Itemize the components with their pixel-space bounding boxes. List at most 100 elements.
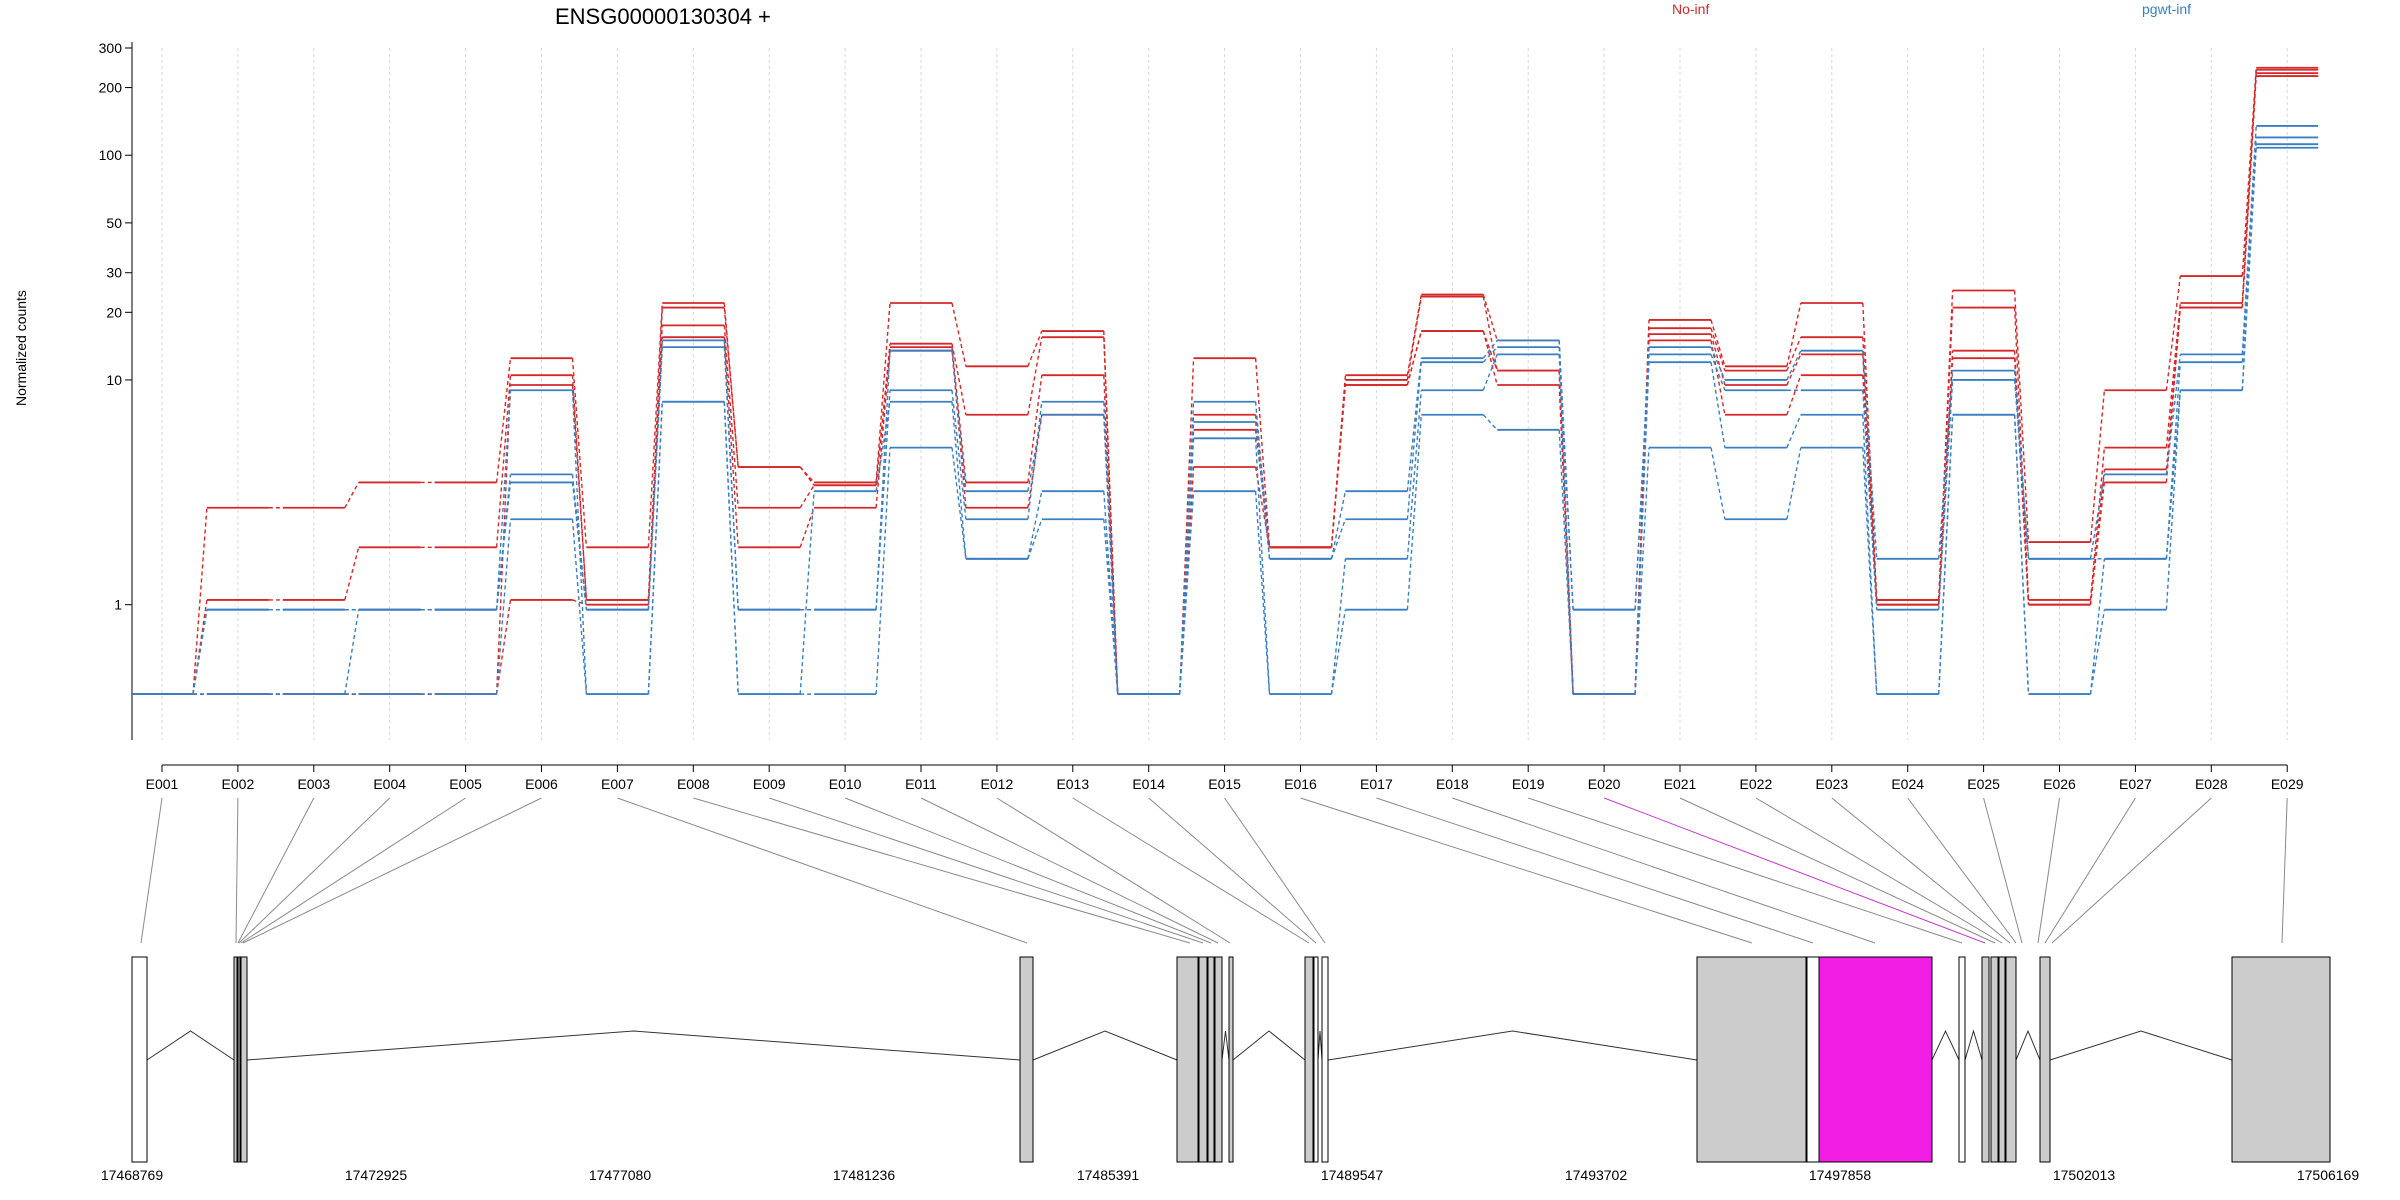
transition-e009 — [799, 466, 815, 486]
transition-e006 — [571, 384, 588, 600]
connector-e011 — [920, 797, 1219, 944]
intron-22 — [2049, 1030, 2233, 1061]
transition-e026 — [2089, 390, 2106, 543]
exon-block-4 — [240, 956, 248, 1163]
transition-e016 — [1330, 384, 1347, 548]
x-tick-label-e026: E026 — [2043, 776, 2076, 792]
exon-block-12 — [1313, 956, 1319, 1163]
transition-e017 — [1406, 414, 1422, 610]
series-7-pgwt-inf — [131, 143, 2319, 696]
series-8-pgwt-inf — [131, 146, 2319, 696]
transition-e013 — [1103, 519, 1119, 695]
x-tick-label-e008: E008 — [677, 776, 710, 792]
y-tick-label-100: 100 — [99, 147, 123, 163]
y-tick-label-300: 300 — [99, 40, 123, 56]
transition-e011 — [951, 347, 967, 483]
transition-e024 — [1938, 379, 1954, 610]
exon-block-22 — [2039, 956, 2051, 1163]
transition-e010 — [875, 390, 891, 610]
genomic-tick-label-9: 17502013 — [2053, 1167, 2116, 1183]
transition-e022 — [1786, 302, 1802, 367]
exon-block-14 — [1696, 956, 1807, 1163]
transition-e007 — [647, 347, 663, 610]
exon-block-2 — [233, 956, 238, 1163]
transition-e016 — [1330, 558, 1347, 695]
transition-e011 — [951, 302, 967, 367]
transition-e011 — [951, 401, 967, 559]
gene-model — [131, 956, 2331, 1163]
transition-e011 — [951, 390, 967, 520]
x-tick-label-e012: E012 — [981, 776, 1014, 792]
transition-e005 — [495, 390, 512, 610]
connector-e004 — [238, 797, 391, 944]
transition-e025 — [2013, 358, 2030, 605]
transition-e015 — [1254, 438, 1271, 695]
transition-e026 — [2089, 558, 2106, 695]
transition-e012 — [1027, 401, 1043, 520]
exon-block-3 — [237, 956, 241, 1163]
transition-e021 — [1710, 333, 1726, 386]
transition-e003 — [344, 609, 360, 695]
transition-e023 — [1862, 390, 1878, 610]
transition-e005 — [495, 599, 512, 695]
exon-block-20 — [1998, 956, 2006, 1163]
transition-e024 — [1938, 414, 1954, 695]
transition-e001 — [192, 507, 208, 695]
transition-e003 — [344, 482, 360, 509]
transition-e028 — [2241, 147, 2257, 391]
transition-e026 — [2089, 447, 2106, 600]
x-tick-label-e006: E006 — [525, 776, 558, 792]
x-tick-label-e001: E001 — [146, 776, 179, 792]
connector-e029 — [2281, 797, 2288, 944]
transition-e021 — [1710, 340, 1726, 415]
exon-block-15 — [1806, 956, 1820, 1163]
genomic-tick-label-3: 17477080 — [589, 1167, 652, 1183]
transition-e017 — [1406, 390, 1422, 559]
x-axis: E001 E002 E003 E004 E005 E006 E007 E008 E009 E010… — [146, 764, 2304, 792]
transition-e005 — [495, 375, 512, 548]
transition-e003 — [344, 547, 360, 601]
genomic-tick-label-10: 17506169 — [2297, 1167, 2360, 1183]
transition-e012 — [1027, 519, 1043, 560]
x-tick-label-e007: E007 — [601, 776, 634, 792]
transition-e009 — [799, 507, 815, 548]
transition-e006 — [571, 519, 588, 695]
connector-e003 — [237, 797, 315, 944]
genomic-tick-label-1: 17468769 — [101, 1167, 164, 1183]
transition-e006 — [571, 375, 588, 600]
exon-block-18 — [1981, 956, 1990, 1163]
transition-e018 — [1482, 294, 1498, 341]
transition-e016 — [1330, 609, 1347, 695]
transition-e017 — [1406, 330, 1422, 386]
transition-e011 — [951, 343, 967, 415]
genomic-tick-label-8: 17497858 — [1809, 1167, 1872, 1183]
genomic-axis: 17468769 17472925 17477080 17481236 17485391… — [101, 1167, 2360, 1183]
exon-block-10 — [1228, 956, 1234, 1163]
x-tick-label-e028: E028 — [2195, 776, 2228, 792]
y-axis: 1 10 20 30 50 100 200 300 — [99, 40, 133, 740]
connector-e009 — [769, 797, 1204, 944]
transition-e010 — [875, 302, 891, 483]
chart-title: ENSG00000130304 + — [555, 4, 771, 29]
exon-block-9 — [1214, 956, 1223, 1163]
transition-e015 — [1254, 491, 1271, 695]
transition-e012 — [1027, 414, 1043, 508]
x-tick-label-e022: E022 — [1740, 776, 1773, 792]
connector-e026 — [2037, 797, 2060, 944]
transition-e007 — [647, 302, 663, 548]
transition-e010 — [875, 350, 891, 508]
transition-e015 — [1254, 401, 1271, 559]
x-tick-label-e018: E018 — [1436, 776, 1469, 792]
transition-e020 — [1634, 354, 1650, 610]
transition-e011 — [951, 350, 967, 492]
transition-e008 — [723, 325, 739, 508]
x-tick-label-e027: E027 — [2119, 776, 2152, 792]
transition-e018 — [1482, 339, 1498, 359]
connector-e005 — [240, 797, 466, 944]
transition-e025 — [2013, 379, 2030, 559]
connector-e008 — [693, 797, 1191, 944]
intron-4 — [246, 1030, 1021, 1061]
intron-21 — [2015, 1029, 2041, 1061]
transition-e008 — [723, 307, 739, 468]
x-tick-label-e021: E021 — [1664, 776, 1697, 792]
